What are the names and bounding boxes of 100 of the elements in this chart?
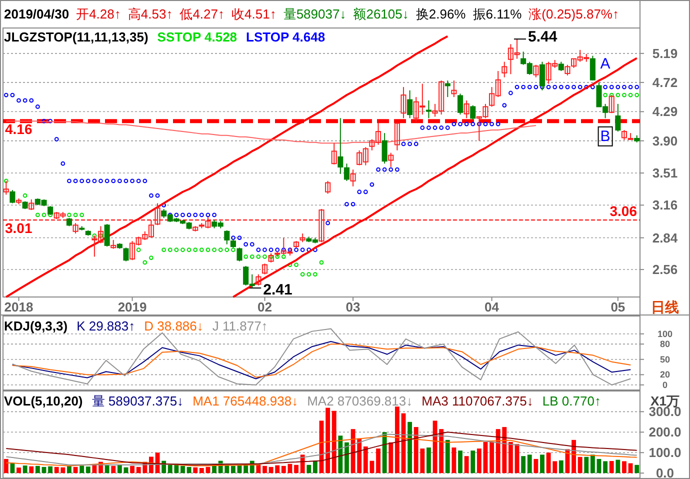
bar xyxy=(130,466,134,474)
candlestick xyxy=(394,122,400,151)
point xyxy=(180,248,185,252)
bar xyxy=(104,465,110,474)
y-tick-label: 3.51 xyxy=(652,166,678,181)
x-tick-label: 04 xyxy=(484,300,500,314)
bar xyxy=(578,456,582,474)
point xyxy=(186,248,192,252)
point xyxy=(288,262,292,267)
text: 换2.96% xyxy=(416,6,466,22)
candlestick xyxy=(344,163,350,182)
bar xyxy=(199,468,204,474)
chart-title: JLGZSTOP(11,11,13,35) xyxy=(4,30,148,44)
point xyxy=(92,233,97,238)
y-tick-label: 0.0 xyxy=(656,466,674,479)
bar xyxy=(186,466,192,474)
ref-line-label: 4.16 xyxy=(5,121,32,138)
bar xyxy=(584,456,589,474)
bar xyxy=(426,448,431,474)
bar xyxy=(470,450,476,474)
bar xyxy=(603,461,608,474)
candlestick xyxy=(608,94,614,114)
bar xyxy=(558,460,564,474)
bar xyxy=(338,436,343,474)
x-tick-label: 2018 xyxy=(4,300,34,314)
candlestick xyxy=(382,132,388,164)
point xyxy=(199,248,204,252)
text: LSTOP 4.648 xyxy=(246,30,326,44)
bar xyxy=(596,458,602,474)
y-tick-label: 3.16 xyxy=(652,198,678,213)
candlestick xyxy=(325,180,331,194)
x-tick-label: 02 xyxy=(258,300,272,314)
y-tick-label: 80 xyxy=(660,339,670,350)
point xyxy=(168,248,172,252)
y-tick-label: 0 xyxy=(662,380,668,390)
candlestick xyxy=(400,86,406,119)
bar xyxy=(490,442,494,474)
y-tick-label: 4.29 xyxy=(652,104,678,120)
candlestick xyxy=(123,247,129,262)
bar xyxy=(35,466,40,474)
candlestick xyxy=(457,93,464,116)
bar xyxy=(458,450,462,474)
candlestick xyxy=(350,169,356,187)
point xyxy=(22,193,28,198)
bar xyxy=(326,408,330,474)
bar xyxy=(180,466,185,474)
point xyxy=(244,254,248,259)
bar xyxy=(483,442,488,474)
candlestick xyxy=(426,100,432,119)
point xyxy=(256,254,261,259)
candlestick xyxy=(590,55,596,82)
bar xyxy=(508,442,513,474)
text: MA2 870369.813↓ xyxy=(307,394,413,408)
bar xyxy=(521,456,526,474)
candlestick xyxy=(470,104,476,120)
bar xyxy=(312,460,318,474)
y-tick-label: 2.56 xyxy=(652,262,678,278)
bar xyxy=(394,406,400,474)
candlestick xyxy=(104,224,110,248)
text: 高4.53↑ xyxy=(128,6,173,22)
candlestick xyxy=(502,61,508,78)
x-tick-label: 03 xyxy=(346,300,360,314)
candlestick xyxy=(621,130,628,141)
point xyxy=(218,248,223,252)
point xyxy=(262,254,267,259)
point xyxy=(622,92,626,98)
bar xyxy=(281,466,286,474)
bar xyxy=(382,432,387,474)
annotation: 5.44 xyxy=(528,28,558,46)
candlestick xyxy=(407,90,413,119)
point xyxy=(162,248,166,252)
bar xyxy=(590,454,595,474)
bar xyxy=(111,466,116,474)
point xyxy=(224,248,230,252)
point xyxy=(319,260,324,265)
point xyxy=(42,212,46,218)
bar xyxy=(572,440,576,474)
candlestick xyxy=(451,80,457,98)
text: 涨(0.25)5.87%↑ xyxy=(528,6,619,22)
y-tick-label: 4.72 xyxy=(652,74,678,90)
annotation: LB 0.770↑ xyxy=(542,394,601,408)
bar xyxy=(294,464,298,474)
series-label: D 38.886↓ xyxy=(144,318,204,334)
bar xyxy=(609,461,614,474)
point xyxy=(294,262,298,267)
x-tick-label: 05 xyxy=(610,300,626,314)
bar xyxy=(527,454,532,474)
bar xyxy=(388,442,394,474)
y-tick-label: 100 xyxy=(657,328,673,339)
candlestick xyxy=(224,230,230,245)
point xyxy=(80,212,84,218)
candlestick xyxy=(154,202,160,226)
bar xyxy=(29,466,34,474)
point xyxy=(231,248,236,252)
bar xyxy=(22,466,28,474)
text: SSTOP 4.528 xyxy=(157,30,238,44)
bar xyxy=(540,454,544,474)
candlestick xyxy=(444,80,450,98)
bar xyxy=(48,466,53,474)
point xyxy=(136,248,141,252)
